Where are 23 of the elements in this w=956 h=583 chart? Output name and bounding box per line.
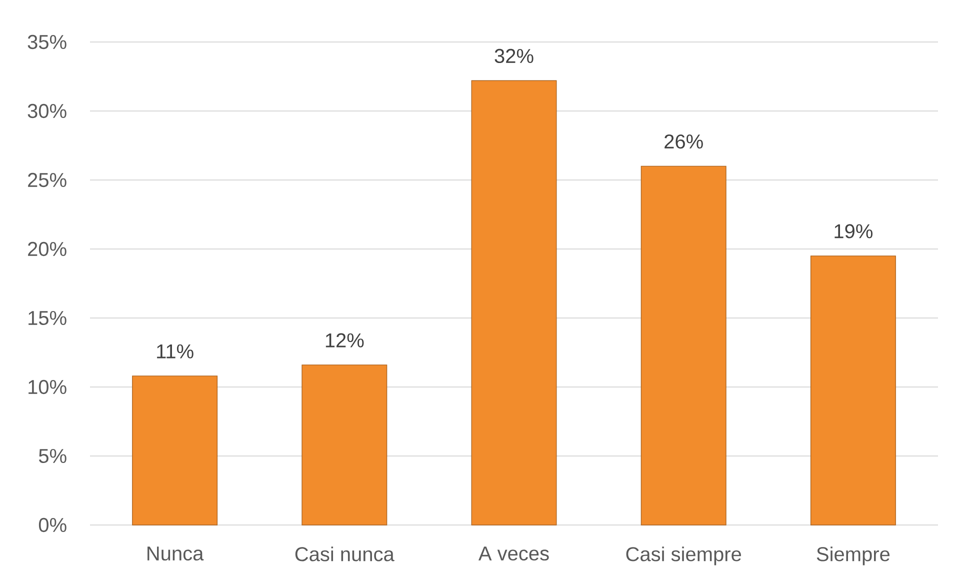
bar (640, 166, 726, 526)
data-label: 32% (494, 48, 534, 64)
x-tick-label: Casi nunca (295, 546, 394, 562)
x-tick-label: Siempre (816, 546, 890, 566)
x-tick-label: Casi siempre (626, 546, 742, 566)
data-label: 11% (157, 344, 194, 358)
bar (302, 364, 388, 526)
data-label: 26% (664, 134, 703, 149)
bar (471, 80, 557, 526)
y-tick-label: 5% (38, 448, 66, 464)
y-tick-label: 0% (38, 518, 66, 532)
y-tick-label: 10% (28, 380, 66, 394)
y-tick-label: 15% (28, 310, 66, 326)
x-tick-label: Nunca (148, 546, 204, 561)
y-tick-label: 20% (28, 242, 66, 256)
y-tick-label: 30% (28, 104, 66, 118)
bar (132, 376, 218, 526)
data-label: 19% (834, 224, 872, 238)
bar (810, 256, 896, 526)
y-tick-label: 25% (28, 172, 66, 188)
x-tick-label: A veces (478, 546, 549, 561)
data-label: 12% (326, 333, 364, 348)
y-tick-label: 35% (28, 34, 66, 50)
